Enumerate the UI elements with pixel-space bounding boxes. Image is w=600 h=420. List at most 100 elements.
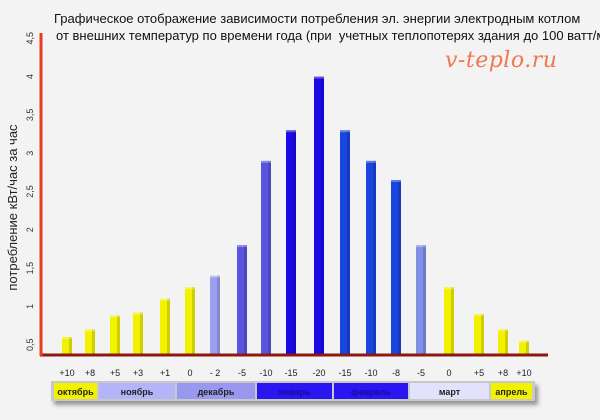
bar-body bbox=[110, 315, 120, 355]
bar bbox=[110, 315, 120, 355]
bar-body bbox=[286, 130, 296, 355]
bar bbox=[519, 340, 529, 355]
bar-top bbox=[210, 275, 220, 278]
bar-body bbox=[185, 287, 195, 355]
y-tick-label: 0,5 bbox=[25, 338, 35, 351]
bar-top bbox=[498, 329, 508, 332]
bar-top bbox=[519, 340, 529, 343]
y-tick-label: 3,5 bbox=[25, 109, 35, 122]
bar-shade bbox=[217, 275, 220, 355]
bar bbox=[237, 245, 247, 355]
bar-shade bbox=[117, 315, 120, 355]
y-tick-label: 4 bbox=[25, 74, 35, 79]
bar-body bbox=[391, 180, 401, 355]
bar-body bbox=[85, 329, 95, 355]
x-tick-label: -20 bbox=[312, 368, 325, 378]
bar-top bbox=[110, 315, 120, 318]
bar bbox=[314, 76, 324, 355]
bar-body bbox=[474, 314, 484, 355]
bar-shade bbox=[92, 329, 95, 355]
bar-shade bbox=[526, 340, 529, 355]
x-tick-label: -10 bbox=[364, 368, 377, 378]
bar-body bbox=[261, 160, 271, 355]
bar-shade bbox=[268, 160, 271, 355]
bar-shade bbox=[140, 312, 143, 355]
month-segment: март bbox=[410, 383, 489, 399]
bar-shade bbox=[373, 160, 376, 355]
bar-top bbox=[133, 312, 143, 315]
bar bbox=[85, 329, 95, 355]
month-label: январь bbox=[278, 387, 311, 397]
x-tick-label: -15 bbox=[338, 368, 351, 378]
bar-body bbox=[340, 130, 350, 355]
month-label: декабрь bbox=[198, 387, 235, 397]
month-segment: октябрь bbox=[54, 383, 97, 399]
bar-top bbox=[391, 180, 401, 183]
bar-top bbox=[444, 287, 454, 290]
bar-shade bbox=[398, 180, 401, 355]
bar bbox=[62, 337, 72, 355]
month-cell bbox=[54, 383, 97, 399]
bar-body bbox=[160, 298, 170, 355]
bar bbox=[391, 180, 401, 355]
month-segment: ноябрь bbox=[99, 383, 175, 399]
bar-top bbox=[314, 76, 324, 79]
y-tick-label: 1 bbox=[25, 304, 35, 309]
month-segment: февраль bbox=[334, 383, 408, 399]
bar bbox=[133, 312, 143, 355]
x-tick-label: -5 bbox=[417, 368, 425, 378]
x-tick-label: -8 bbox=[392, 368, 400, 378]
x-tick-label: +10 bbox=[516, 368, 531, 378]
bar-shade bbox=[451, 287, 454, 355]
bar-shade bbox=[192, 287, 195, 355]
bar-body bbox=[366, 160, 376, 355]
x-tick-label: 0 bbox=[187, 368, 192, 378]
chart-title: Графическое отображение зависимости потр… bbox=[54, 10, 600, 44]
title-line-1: Графическое отображение зависимости потр… bbox=[54, 11, 581, 26]
bar bbox=[286, 130, 296, 355]
month-label: февраль bbox=[351, 387, 392, 397]
month-label: октябрь bbox=[57, 387, 94, 397]
month-segment: апрель bbox=[491, 383, 532, 399]
bar-top bbox=[160, 298, 170, 301]
month-segment: декабрь bbox=[177, 383, 255, 399]
x-tick-label: -10 bbox=[259, 368, 272, 378]
bar-shade bbox=[69, 337, 72, 355]
bar bbox=[160, 298, 170, 355]
bar-top bbox=[286, 130, 296, 133]
bar-top bbox=[237, 245, 247, 248]
watermark: v-teplo.ru bbox=[445, 48, 558, 73]
bar-body bbox=[416, 245, 426, 355]
month-cell bbox=[257, 383, 332, 399]
x-tick-label: +5 bbox=[474, 368, 484, 378]
bar-shade bbox=[505, 329, 508, 355]
bar bbox=[416, 245, 426, 355]
bar bbox=[444, 287, 454, 355]
x-tick-label: +3 bbox=[133, 368, 143, 378]
x-tick-label: +1 bbox=[160, 368, 170, 378]
month-label: апрель bbox=[495, 387, 528, 397]
x-tick-label: +10 bbox=[59, 368, 74, 378]
month-cell bbox=[410, 383, 489, 399]
x-tick-label: 0 bbox=[446, 368, 451, 378]
month-cell bbox=[99, 383, 175, 399]
bar-body bbox=[519, 340, 529, 355]
bar-shade bbox=[321, 76, 324, 355]
month-cell bbox=[334, 383, 408, 399]
bar-top bbox=[261, 160, 271, 163]
bar-top bbox=[474, 314, 484, 317]
bar-shade bbox=[244, 245, 247, 355]
bar-shade bbox=[347, 130, 350, 355]
bar bbox=[185, 287, 195, 355]
bar bbox=[340, 130, 350, 355]
bar-shade bbox=[167, 298, 170, 355]
bar-shade bbox=[423, 245, 426, 355]
x-tick-label: +8 bbox=[498, 368, 508, 378]
y-tick-label: 2 bbox=[25, 227, 35, 232]
x-tick-label: -5 bbox=[238, 368, 246, 378]
title-line-2: от внешних температур по времени года (п… bbox=[56, 28, 600, 43]
y-tick-label: 2,5 bbox=[25, 185, 35, 198]
bar-body bbox=[314, 76, 324, 355]
month-cell bbox=[177, 383, 255, 399]
